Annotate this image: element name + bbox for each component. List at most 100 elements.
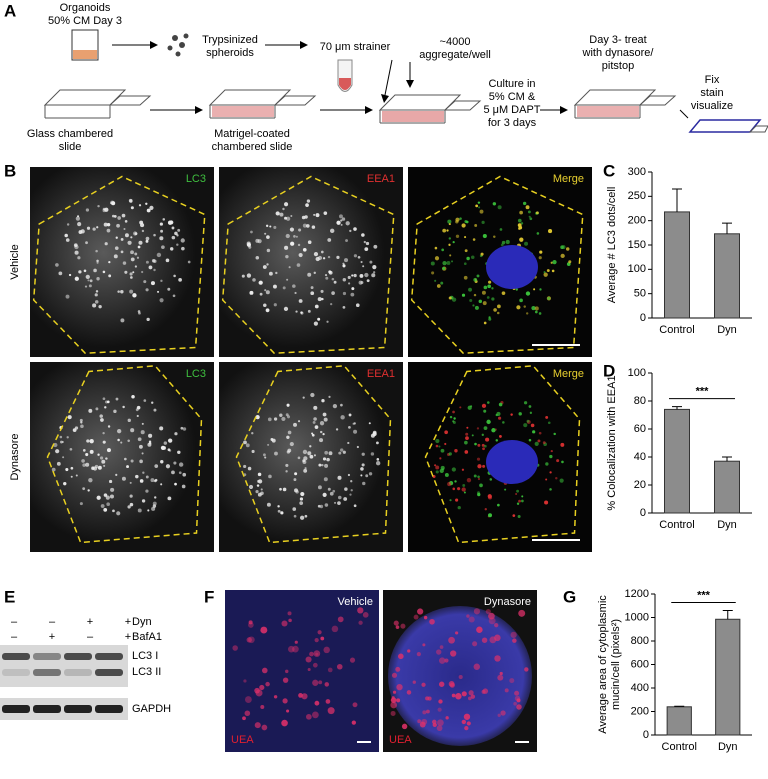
error-bar <box>672 188 682 212</box>
bar <box>666 706 692 736</box>
error-bar <box>674 705 685 707</box>
stain-images: Vehicle UEA Dynasore UEA <box>225 590 537 752</box>
schematic-label: for 3 days <box>488 117 537 129</box>
error-bar <box>722 222 732 234</box>
panel-letter: D <box>603 361 615 380</box>
y-axis-label: Average area of cytoplasmic <box>597 595 609 734</box>
treatment-sign: + <box>125 631 131 643</box>
panel-letter: F <box>204 587 214 606</box>
x-tick-label: Dyn <box>717 324 737 336</box>
y-tick-label: 100 <box>628 263 646 275</box>
schematic-label: with dynasore/ <box>582 47 655 59</box>
band-label: LC3 II <box>132 666 161 678</box>
error-bar <box>722 609 733 620</box>
y-tick-label: 60 <box>634 423 646 435</box>
bar <box>714 233 740 319</box>
y-tick-label: 0 <box>640 312 646 324</box>
panel-letter: G <box>563 587 576 606</box>
stain-label: UEA <box>231 734 254 746</box>
x-tick-label: Control <box>659 519 694 531</box>
channel-label: Merge <box>553 368 584 380</box>
schematic-label: Day 3- treat <box>589 34 646 46</box>
y-tick-label: 200 <box>628 215 646 227</box>
y-tick-label: 1000 <box>625 611 649 623</box>
schematic-label: 5% CM & <box>489 91 536 103</box>
error-bar <box>722 456 732 462</box>
schematic-label: 5 μM DAPT <box>483 104 540 116</box>
schematic-label: visualize <box>691 100 733 112</box>
bar <box>664 408 690 514</box>
x-tick-label: Dyn <box>718 741 738 753</box>
schematic-label: Glass chambered <box>27 128 113 140</box>
y-axis-label: Average # LC3 dots/cell <box>606 187 618 304</box>
x-tick-label: Control <box>662 741 697 753</box>
schematic-label: Matrigel-coated <box>214 128 290 140</box>
schematic-label: stain <box>700 87 723 99</box>
bar <box>715 618 741 736</box>
channel-label: EEA1 <box>367 173 395 185</box>
y-tick-label: 0 <box>643 729 649 741</box>
y-tick-label: 50 <box>634 288 646 300</box>
treatment-sign: + <box>49 631 55 643</box>
treatment-sign: + <box>87 616 93 628</box>
x-tick-label: Control <box>659 324 694 336</box>
y-tick-label: 250 <box>628 190 646 202</box>
y-tick-label: 0 <box>640 507 646 519</box>
band-label: GAPDH <box>132 703 171 715</box>
y-tick-label: 300 <box>628 166 646 178</box>
panel-letter: A <box>4 1 16 20</box>
treatment-sign: – <box>87 631 94 643</box>
treatment-label: BafA1 <box>132 631 162 643</box>
bar <box>714 460 740 514</box>
micrographs: Vehicle LC3 EEA1 Merge Dynasore LC3 EEA1 Merge <box>9 167 592 552</box>
channel-label: LC3 <box>186 173 206 185</box>
treatment-sign: + <box>125 616 131 628</box>
schematic-label: slide <box>59 141 82 153</box>
y-tick-label: 600 <box>631 658 649 670</box>
band-label: LC3 I <box>132 650 158 662</box>
schematic-label: Fix <box>705 74 720 86</box>
y-tick-label: 400 <box>631 682 649 694</box>
y-tick-label: 40 <box>634 451 646 463</box>
schematic-label: aggregate/well <box>419 49 491 61</box>
condition-label: Dynasore <box>484 596 531 608</box>
y-tick-label: 20 <box>634 479 646 491</box>
significance-label: *** <box>697 589 711 601</box>
y-axis-label: % Colocalization with EEA1 <box>606 375 618 510</box>
stain-label: UEA <box>389 734 412 746</box>
bar <box>664 211 690 319</box>
schematic-label: Culture in <box>488 78 535 90</box>
channel-label: EEA1 <box>367 368 395 380</box>
schematic-label: 50% CM Day 3 <box>48 15 122 27</box>
y-tick-label: 1200 <box>625 588 649 600</box>
panel-letter: C <box>603 161 615 180</box>
schematic-label: 70 μm strainer <box>320 41 391 53</box>
treatment-sign: – <box>49 616 56 628</box>
condition-label: Vehicle <box>9 244 21 279</box>
y-tick-label: 80 <box>634 395 646 407</box>
channel-label: Merge <box>553 173 584 185</box>
y-tick-label: 800 <box>631 635 649 647</box>
condition-label: Vehicle <box>338 596 373 608</box>
x-tick-label: Dyn <box>717 519 737 531</box>
schematic-label: pitstop <box>602 60 634 72</box>
schematic-label: chambered slide <box>212 141 293 153</box>
treatment-sign: – <box>11 616 18 628</box>
schematic-label: spheroids <box>206 47 254 59</box>
schematic-label: ~4000 <box>440 36 471 48</box>
y-tick-label: 100 <box>628 367 646 379</box>
y-tick-label: 200 <box>631 705 649 717</box>
channel-label: LC3 <box>186 368 206 380</box>
panel-letter: E <box>4 587 15 606</box>
schematic-label: Trypsinized <box>202 34 258 46</box>
treatment-sign: – <box>11 631 18 643</box>
y-axis-label: mucin/cell (pixels²) <box>610 619 622 710</box>
schematic-label: Organoids <box>60 2 111 14</box>
y-tick-label: 150 <box>628 239 646 251</box>
condition-label: Dynasore <box>9 433 21 480</box>
significance-label: *** <box>696 386 710 398</box>
treatment-label: Dyn <box>132 616 152 628</box>
